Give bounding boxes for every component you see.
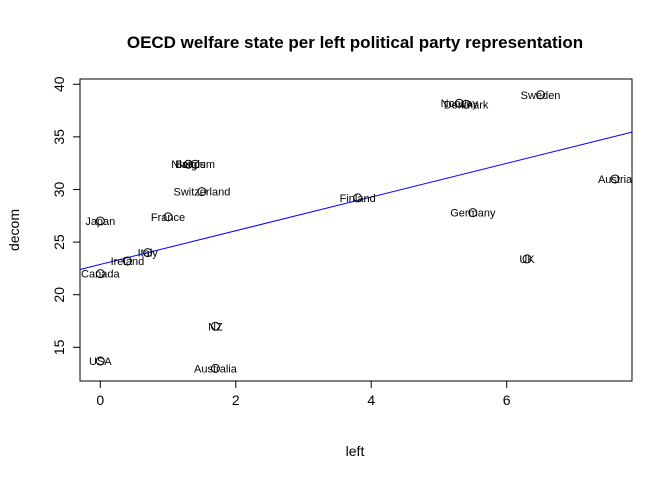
x-tick-label: 6 (503, 392, 511, 408)
data-point (454, 98, 464, 108)
y-axis-label: decom (6, 209, 22, 251)
data-point (468, 208, 478, 218)
data-point (95, 356, 105, 366)
point-label: Japan (85, 216, 115, 228)
point-label: Switzerland (173, 187, 230, 199)
chart-title: OECD welfare state per left political pa… (127, 33, 583, 52)
data-point (353, 193, 363, 203)
point-label: Finland (340, 193, 376, 205)
data-point (522, 254, 532, 264)
y-tick-label: 15 (51, 339, 67, 355)
point-label: NZ (208, 321, 223, 333)
y-axis: 15 20 25 30 35 40 (51, 76, 81, 355)
x-tick-label: 2 (232, 392, 240, 408)
x-axis-label: left (346, 443, 365, 459)
data-point (183, 159, 193, 169)
point-label: UK (519, 254, 535, 266)
data-point (197, 187, 207, 197)
point-label: Italy (138, 248, 159, 260)
point-label: Australia (194, 363, 238, 375)
point-label: Canada (81, 269, 120, 281)
point-label: France (151, 212, 185, 224)
point-label: Sweden (521, 90, 561, 102)
y-tick-label: 30 (51, 181, 67, 197)
y-tick-label: 40 (51, 76, 67, 92)
point-label: Germany (450, 208, 496, 220)
data-point (95, 269, 105, 279)
data-point (461, 99, 471, 109)
data-point (190, 159, 200, 169)
data-point (163, 212, 173, 222)
regression-layer (79, 131, 633, 270)
x-axis: 0 2 4 6 (96, 380, 511, 408)
x-tick-label: 0 (96, 392, 104, 408)
plot-frame (79, 78, 633, 382)
data-point (610, 174, 620, 184)
y-tick-label: 25 (51, 234, 67, 250)
point-label: Austria (598, 174, 633, 186)
regression-line (79, 131, 633, 270)
x-tick-label: 4 (367, 392, 375, 408)
data-point (210, 363, 220, 373)
point-label: Denmark (444, 99, 489, 111)
point-label: Nlands (171, 159, 206, 171)
data-point (143, 248, 153, 258)
point-label: Belgium (175, 159, 215, 171)
data-point (536, 90, 546, 100)
data-point (122, 256, 132, 266)
data-point (210, 321, 220, 331)
point-label: USA (89, 356, 112, 368)
y-tick-label: 35 (51, 129, 67, 145)
y-tick-label: 20 (51, 287, 67, 303)
point-label: Ireland (111, 256, 145, 268)
data-point (95, 216, 105, 226)
